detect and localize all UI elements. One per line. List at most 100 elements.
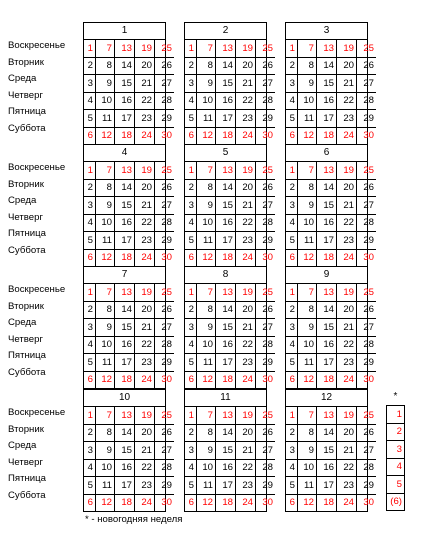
day-cell: 30 <box>262 374 273 386</box>
day-cell: 26 <box>356 424 376 442</box>
week-row: 2 8 14 20 26 <box>286 424 376 442</box>
week-row: 2 8 14 20 26 <box>185 179 275 197</box>
day-cell: 18 <box>316 494 337 511</box>
day-cell: 24 <box>336 494 357 511</box>
day-cell: 6 <box>185 127 197 144</box>
day-cell: 30 <box>262 497 273 509</box>
day-cell: 6 <box>185 249 197 266</box>
day-cell: 14 <box>215 179 236 197</box>
week-row: 2 8 14 20 26 <box>84 57 174 75</box>
day-cell: 9 <box>95 74 115 93</box>
day-cell: 27 <box>356 441 376 460</box>
day-cell: 5 <box>286 353 298 372</box>
day-cell: 3 <box>286 74 298 93</box>
day-cell: 7 <box>196 162 216 180</box>
day-cell: 21 <box>336 441 357 460</box>
day-cell: 13 <box>316 162 337 180</box>
day-cell: 19 <box>336 407 357 425</box>
day-cell: 10 <box>95 336 115 354</box>
day-cell: 24 <box>235 371 256 388</box>
day-cell: 29 <box>255 231 275 250</box>
weekday-label: Пятница <box>8 473 46 484</box>
day-cell: 9 <box>196 441 216 460</box>
day-cell: 26 <box>356 57 376 75</box>
day-cell: 7 <box>297 162 317 180</box>
day-cell: 3 <box>84 74 96 93</box>
day-cell: 14 <box>316 179 337 197</box>
week-row: 1 7 13 19 25 <box>84 162 174 180</box>
month-days-table: 1 7 13 19 25 2 8 14 20 26 3 9 15 21 27 4 10 16 22 28 5 11 17 23… <box>84 40 174 144</box>
day-cell: 29 <box>356 353 376 372</box>
month-title: 8 <box>185 267 266 284</box>
day-cell: 19 <box>134 162 155 180</box>
month-grid: 9 1 7 13 19 25 2 8 14 20 26 3 9 15 21 27 4 10 16 22 28 5 11 17 2… <box>285 266 376 389</box>
month-title: 7 <box>84 267 165 284</box>
day-cell: 25 <box>255 284 275 302</box>
day-cell: 15 <box>215 318 236 337</box>
day-cell: 3 <box>286 196 298 215</box>
day-cell: 20 <box>235 301 256 319</box>
day-cell: 28 <box>255 92 275 110</box>
day-cell: 7 <box>95 40 115 58</box>
week-row: 6 12 18 24 30 <box>185 371 275 388</box>
calendar-row-4: Воскресенье Вторник Среда Четверг Пятниц… <box>0 389 423 512</box>
day-cell: 5 <box>185 231 197 250</box>
day-cell: 28 <box>356 459 376 477</box>
week-row: 1 7 13 19 25 <box>286 162 376 180</box>
day-cell: 23 <box>336 353 357 372</box>
day-cell: 27 <box>255 318 275 337</box>
day-cell: 8 <box>95 301 115 319</box>
newyear-week-column: * 1 2 3 4 5 (6) <box>386 389 405 511</box>
newyear-week-table: 1 2 3 4 5 (6) <box>386 405 405 511</box>
week-row: 5 11 17 23 29 <box>84 353 174 372</box>
day-cell: 1 <box>185 284 197 302</box>
day-cell: 2 <box>185 179 197 197</box>
day-cell: 10 <box>95 92 115 110</box>
day-cell: 4 <box>84 336 96 354</box>
month-title: 5 <box>185 145 266 162</box>
day-cell: 3 <box>286 441 298 460</box>
day-cell: 27 <box>154 74 174 93</box>
month-title: 4 <box>84 145 165 162</box>
day-cell: 26 <box>154 179 174 197</box>
day-cell: 18 <box>114 249 135 266</box>
day-cell: 17 <box>316 231 337 250</box>
day-cell: 10 <box>95 459 115 477</box>
day-cell: 15 <box>114 196 135 215</box>
week-row: 1 7 13 19 25 <box>286 284 376 302</box>
day-cell: 28 <box>154 459 174 477</box>
day-cell: 4 <box>185 459 197 477</box>
day-cell: 24 <box>336 127 357 144</box>
day-cell: 22 <box>336 214 357 232</box>
day-cell: 5 <box>84 231 96 250</box>
week-row: 5 11 17 23 29 <box>286 353 376 372</box>
week-row: 1 7 13 19 25 <box>84 407 174 425</box>
week-row: 3 9 15 21 27 <box>185 318 275 337</box>
day-cell: 15 <box>316 441 337 460</box>
day-cell: 14 <box>215 424 236 442</box>
day-cell: 1 <box>84 40 96 58</box>
footnote: * - новогодняя неделя <box>85 514 183 525</box>
day-cell: 23 <box>235 109 256 128</box>
day-cell: 4 <box>286 92 298 110</box>
newyear-day: (6) <box>390 496 402 508</box>
day-cell: 22 <box>134 459 155 477</box>
day-cell: 6 <box>286 127 298 144</box>
week-row: 3 9 15 21 27 <box>84 318 174 337</box>
month-grid: 7 1 7 13 19 25 2 8 14 20 26 3 9 15 21 27 4 10 16 22 28 5 11 17 2… <box>83 266 174 389</box>
day-cell: 30 <box>363 374 374 386</box>
day-cell: 21 <box>134 318 155 337</box>
day-cell: 30 <box>262 130 273 142</box>
day-cell: 3 <box>185 318 197 337</box>
weekday-label: Суббота <box>8 366 46 378</box>
day-cell: 15 <box>316 318 337 337</box>
week-row: 3 9 15 21 27 <box>286 441 376 460</box>
day-cell: 14 <box>114 179 135 197</box>
day-cell: 11 <box>297 353 317 372</box>
day-cell: 27 <box>356 318 376 337</box>
day-cell: 26 <box>356 301 376 319</box>
week-row: 2 8 14 20 26 <box>84 179 174 197</box>
day-cell: 3 <box>84 441 96 460</box>
month-grid: 2 1 7 13 19 25 2 8 14 20 26 3 9 15 21 27 4 10 16 22 28 5 11 17 2… <box>184 22 275 145</box>
day-cell: 23 <box>336 476 357 495</box>
